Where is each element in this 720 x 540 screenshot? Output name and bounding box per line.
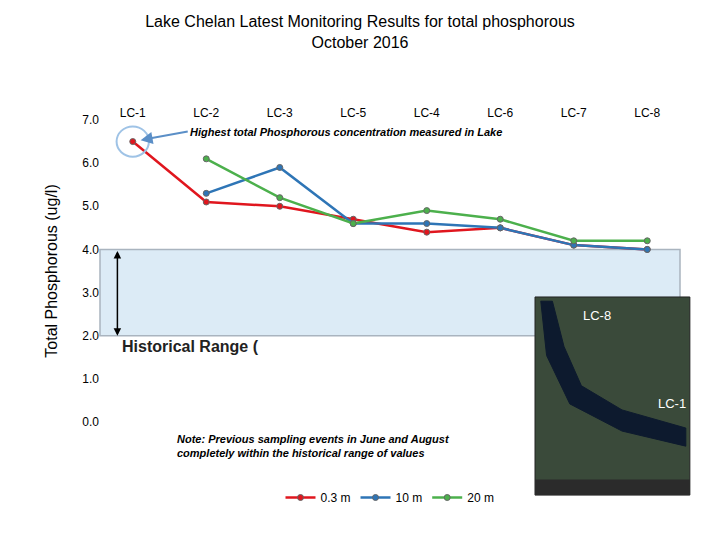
svg-text:Total Phosphorous (ug/l): Total Phosphorous (ug/l) [43,184,60,357]
svg-text:LC-1: LC-1 [120,106,146,120]
svg-text:10 m: 10 m [396,491,423,505]
svg-text:7.0: 7.0 [82,113,99,127]
svg-text:20 m: 20 m [467,491,494,505]
svg-text:LC-1: LC-1 [658,396,686,411]
svg-text:1.0: 1.0 [82,372,99,386]
svg-text:0.0: 0.0 [82,415,99,429]
svg-text:3.0: 3.0 [82,286,99,300]
svg-text:4.0: 4.0 [82,243,99,257]
svg-text:LC-5: LC-5 [340,106,366,120]
svg-text:Highest total Phosphorous conc: Highest total Phosphorous concentration … [190,126,502,138]
svg-text:Lake Chelan Latest Monitoring: Lake Chelan Latest Monitoring Results fo… [145,13,575,51]
svg-text:Note: Previous sampling events: Note: Previous sampling events in June a… [177,433,450,459]
svg-text:5.0: 5.0 [82,199,99,213]
svg-text:LC-2: LC-2 [193,106,219,120]
svg-text:0.3 m: 0.3 m [321,491,351,505]
svg-text:LC-7: LC-7 [561,106,587,120]
svg-text:6.0: 6.0 [82,156,99,170]
svg-text:2.0: 2.0 [82,329,99,343]
svg-text:LC-3: LC-3 [267,106,293,120]
svg-text:LC-4: LC-4 [414,106,440,120]
svg-text:LC-8: LC-8 [583,308,611,323]
svg-text:LC-6: LC-6 [487,106,513,120]
svg-text:LC-8: LC-8 [634,106,660,120]
svg-text:Historical Range (: Historical Range ( [122,338,259,355]
